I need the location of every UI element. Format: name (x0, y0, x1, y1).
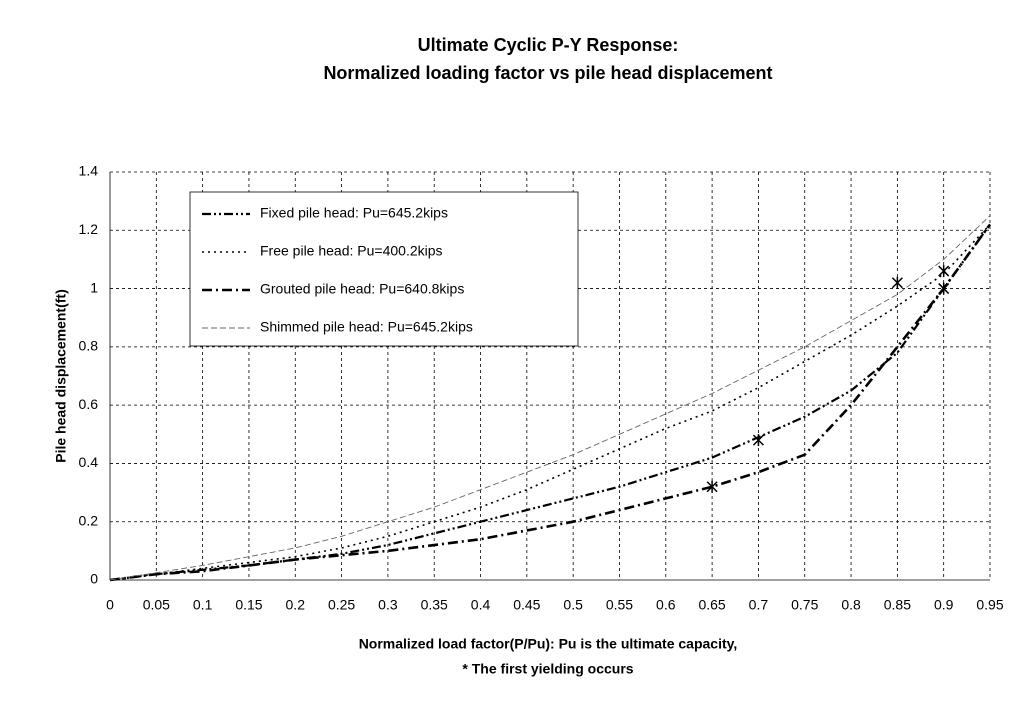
yield-marker (938, 282, 950, 295)
x-tick-label: 0 (106, 597, 114, 613)
chart-title: Ultimate Cyclic P-Y Response: (418, 35, 679, 55)
y-tick-label: 0.4 (79, 454, 99, 470)
y-tick-label: 0 (90, 571, 98, 587)
y-tick-label: 0.8 (79, 338, 99, 354)
yield-marker (752, 434, 764, 447)
y-tick-label: 1 (90, 279, 98, 295)
x-axis-note: * The first yielding occurs (462, 661, 633, 677)
y-tick-label: 0.2 (79, 512, 99, 528)
y-tick-label: 1.2 (79, 221, 99, 237)
x-tick-label: 0.35 (421, 597, 448, 613)
x-tick-label: 0.25 (328, 597, 355, 613)
legend-label: Shimmed pile head: Pu=645.2kips (260, 319, 473, 335)
x-tick-label: 0.2 (286, 597, 306, 613)
yield-marker (706, 480, 718, 493)
series-line (109, 223, 991, 582)
x-tick-label: 0.55 (606, 597, 633, 613)
x-tick-label: 0.65 (698, 597, 725, 613)
y-axis-label: Pile head displacement(ft) (53, 289, 69, 462)
x-tick-label: 0.7 (749, 597, 769, 613)
x-tick-label: 0.9 (934, 597, 954, 613)
legend-label: Free pile head: Pu=400.2kips (260, 243, 443, 259)
legend-label: Grouted pile head: Pu=640.8kips (260, 281, 464, 297)
legend-label: Fixed pile head: Pu=645.2kips (260, 205, 448, 221)
series-line (109, 223, 992, 582)
x-tick-label: 0.3 (378, 597, 398, 613)
yield-marker (938, 265, 950, 278)
x-tick-label: 0.75 (791, 597, 818, 613)
yield-marker (891, 276, 903, 289)
x-axis-label: Normalized load factor(P/Pu): Pu is the … (359, 636, 738, 652)
x-tick-label: 0.15 (235, 597, 262, 613)
chart-subtitle: Normalized loading factor vs pile head d… (323, 63, 772, 83)
y-tick-label: 1.4 (79, 163, 99, 179)
x-tick-label: 0.05 (143, 597, 170, 613)
series-line (109, 215, 991, 581)
x-tick-label: 0.45 (513, 597, 540, 613)
x-tick-label: 0.4 (471, 597, 491, 613)
x-tick-label: 0.6 (656, 597, 676, 613)
x-tick-label: 0.5 (563, 597, 583, 613)
legend-box (189, 191, 579, 347)
x-tick-label: 0.8 (841, 597, 861, 613)
x-tick-label: 0.1 (193, 597, 213, 613)
x-tick-label: 0.85 (884, 597, 911, 613)
x-tick-label: 0.95 (976, 597, 1003, 613)
y-tick-label: 0.6 (79, 396, 99, 412)
